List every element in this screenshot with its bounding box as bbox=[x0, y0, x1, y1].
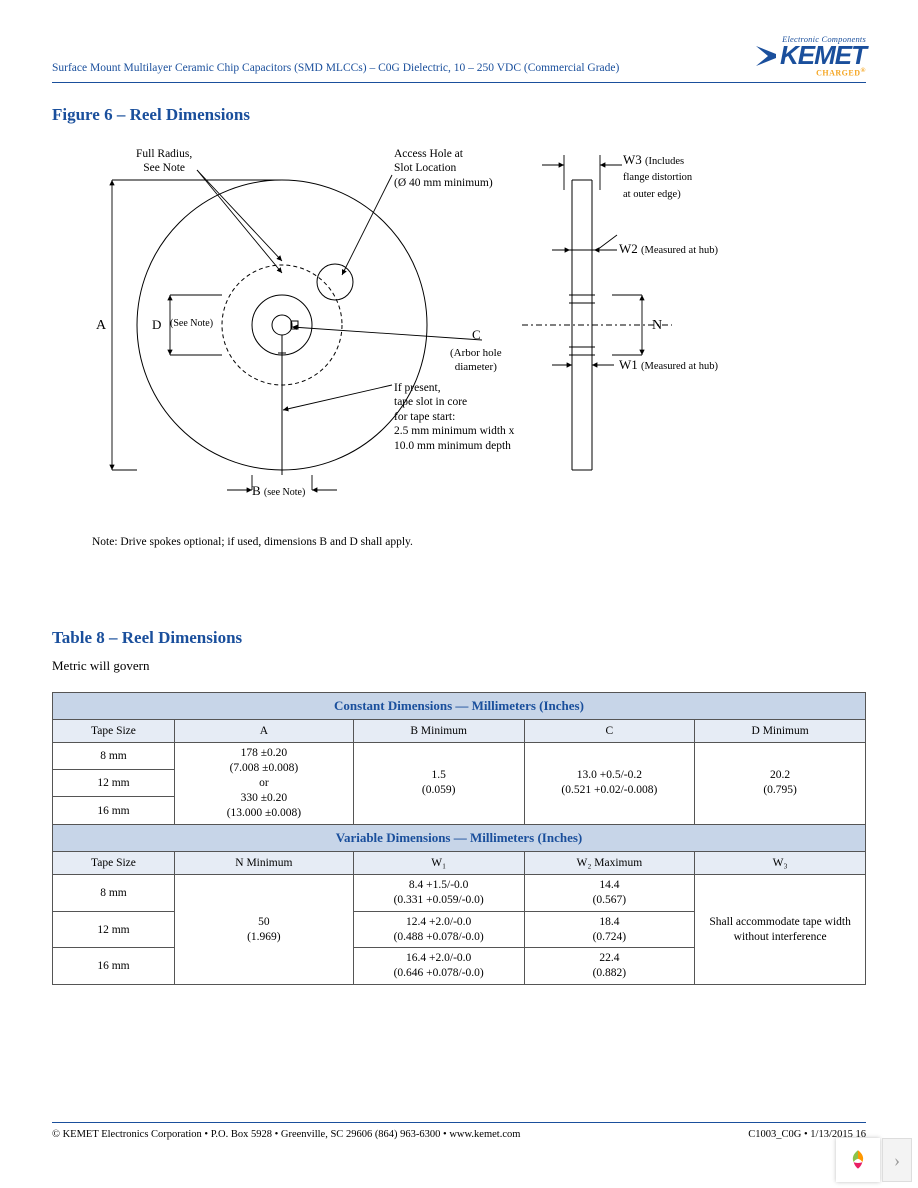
reel-dimensions-table: Constant Dimensions — Millimeters (Inche… bbox=[52, 692, 866, 985]
label-tape-slot: If present,tape slot in corefor tape sta… bbox=[394, 381, 514, 453]
cell-tape-12: 12 mm bbox=[53, 770, 175, 797]
col-B: B Minimum bbox=[353, 720, 524, 743]
dim-W3: W3 (Includesflange distortionat outer ed… bbox=[623, 152, 692, 201]
dim-C-note: (Arbor holediameter) bbox=[450, 347, 502, 375]
cell2-tape-12: 12 mm bbox=[53, 911, 175, 948]
cell-N: 50(1.969) bbox=[174, 874, 353, 985]
col2-W2: W₂ Maximum bbox=[524, 851, 695, 874]
leaf-icon bbox=[845, 1147, 871, 1173]
cell-tape-16: 16 mm bbox=[53, 797, 175, 824]
cell-W1-12: 12.4 +2.0/-0.0(0.488 +0.078/-0.0) bbox=[353, 911, 524, 948]
col-C: C bbox=[524, 720, 695, 743]
dim-D-note: (See Note) bbox=[170, 318, 213, 331]
col2-W3: W₃ bbox=[695, 851, 866, 874]
cell-W3: Shall accommodate tape widthwithout inte… bbox=[695, 874, 866, 985]
reel-diagram: Full Radius,See Note Access Hole atSlot … bbox=[52, 135, 866, 530]
page-navigator: › bbox=[836, 1138, 912, 1182]
col2-N: N Minimum bbox=[174, 851, 353, 874]
dim-N: N bbox=[652, 317, 662, 335]
cell-W2-12: 18.4(0.724) bbox=[524, 911, 695, 948]
figure-note: Note: Drive spokes optional; if used, di… bbox=[92, 536, 866, 548]
cell-W1-8: 8.4 +1.5/-0.0(0.331 +0.059/-0.0) bbox=[353, 874, 524, 911]
pager-next-button[interactable]: › bbox=[882, 1138, 912, 1182]
table-title: Table 8 – Reel Dimensions bbox=[52, 628, 866, 648]
cell-A: 178 ±0.20(7.008 ±0.008)or330 ±0.20(13.00… bbox=[174, 743, 353, 825]
col2-tape-size: Tape Size bbox=[53, 851, 175, 874]
cell-W1-16: 16.4 +2.0/-0.0(0.646 +0.078/-0.0) bbox=[353, 948, 524, 985]
dim-A: A bbox=[96, 317, 106, 335]
col-D: D Minimum bbox=[695, 720, 866, 743]
section1-header: Constant Dimensions — Millimeters (Inche… bbox=[53, 693, 866, 720]
cell2-tape-16: 16 mm bbox=[53, 948, 175, 985]
cell-C: 13.0 +0.5/-0.2(0.521 +0.02/-0.008) bbox=[524, 743, 695, 825]
dim-W2: W2 (Measured at hub) bbox=[619, 241, 718, 257]
section2-header: Variable Dimensions — Millimeters (Inche… bbox=[53, 824, 866, 851]
col-tape-size: Tape Size bbox=[53, 720, 175, 743]
pager-thumbnail[interactable] bbox=[836, 1138, 880, 1182]
dim-C: C bbox=[472, 327, 481, 343]
cell2-tape-8: 8 mm bbox=[53, 874, 175, 911]
cell-D: 20.2(0.795) bbox=[695, 743, 866, 825]
label-access-hole: Access Hole atSlot Location(Ø 40 mm mini… bbox=[394, 147, 493, 190]
cell-W2-16: 22.4(0.882) bbox=[524, 948, 695, 985]
footer-left: © KEMET Electronics Corporation • P.O. B… bbox=[52, 1129, 520, 1140]
header-title: Surface Mount Multilayer Ceramic Chip Ca… bbox=[52, 34, 619, 74]
kemet-logo: Electronic Components KEMET CHARGED® bbox=[780, 34, 866, 78]
chevron-right-icon: › bbox=[894, 1150, 900, 1171]
cell-W2-8: 14.4(0.567) bbox=[524, 874, 695, 911]
table-govern: Metric will govern bbox=[52, 658, 866, 674]
cell-B: 1.5(0.059) bbox=[353, 743, 524, 825]
dim-B: B (see Note) bbox=[252, 483, 305, 500]
dim-W1: W1 (Measured at hub) bbox=[619, 357, 718, 373]
cell-tape-8: 8 mm bbox=[53, 743, 175, 770]
dim-D: D bbox=[152, 317, 161, 333]
col2-W1: W₁ bbox=[353, 851, 524, 874]
page-footer: © KEMET Electronics Corporation • P.O. B… bbox=[52, 1122, 866, 1140]
label-full-radius: Full Radius,See Note bbox=[136, 147, 192, 176]
page-header: Surface Mount Multilayer Ceramic Chip Ca… bbox=[52, 34, 866, 83]
col-A: A bbox=[174, 720, 353, 743]
figure-title: Figure 6 – Reel Dimensions bbox=[52, 105, 866, 125]
logo-text: KEMET bbox=[780, 44, 866, 67]
